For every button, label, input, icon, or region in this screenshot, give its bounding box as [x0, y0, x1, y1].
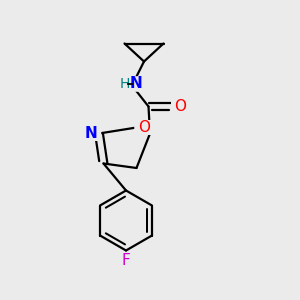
Text: N: N — [129, 76, 142, 92]
FancyBboxPatch shape — [134, 120, 154, 135]
FancyBboxPatch shape — [171, 99, 190, 114]
Text: F: F — [122, 253, 130, 268]
Text: H: H — [119, 77, 130, 91]
Text: N: N — [85, 126, 98, 141]
FancyBboxPatch shape — [82, 126, 101, 141]
FancyBboxPatch shape — [113, 76, 142, 92]
Text: O: O — [174, 99, 186, 114]
FancyBboxPatch shape — [116, 253, 136, 268]
Text: O: O — [138, 120, 150, 135]
